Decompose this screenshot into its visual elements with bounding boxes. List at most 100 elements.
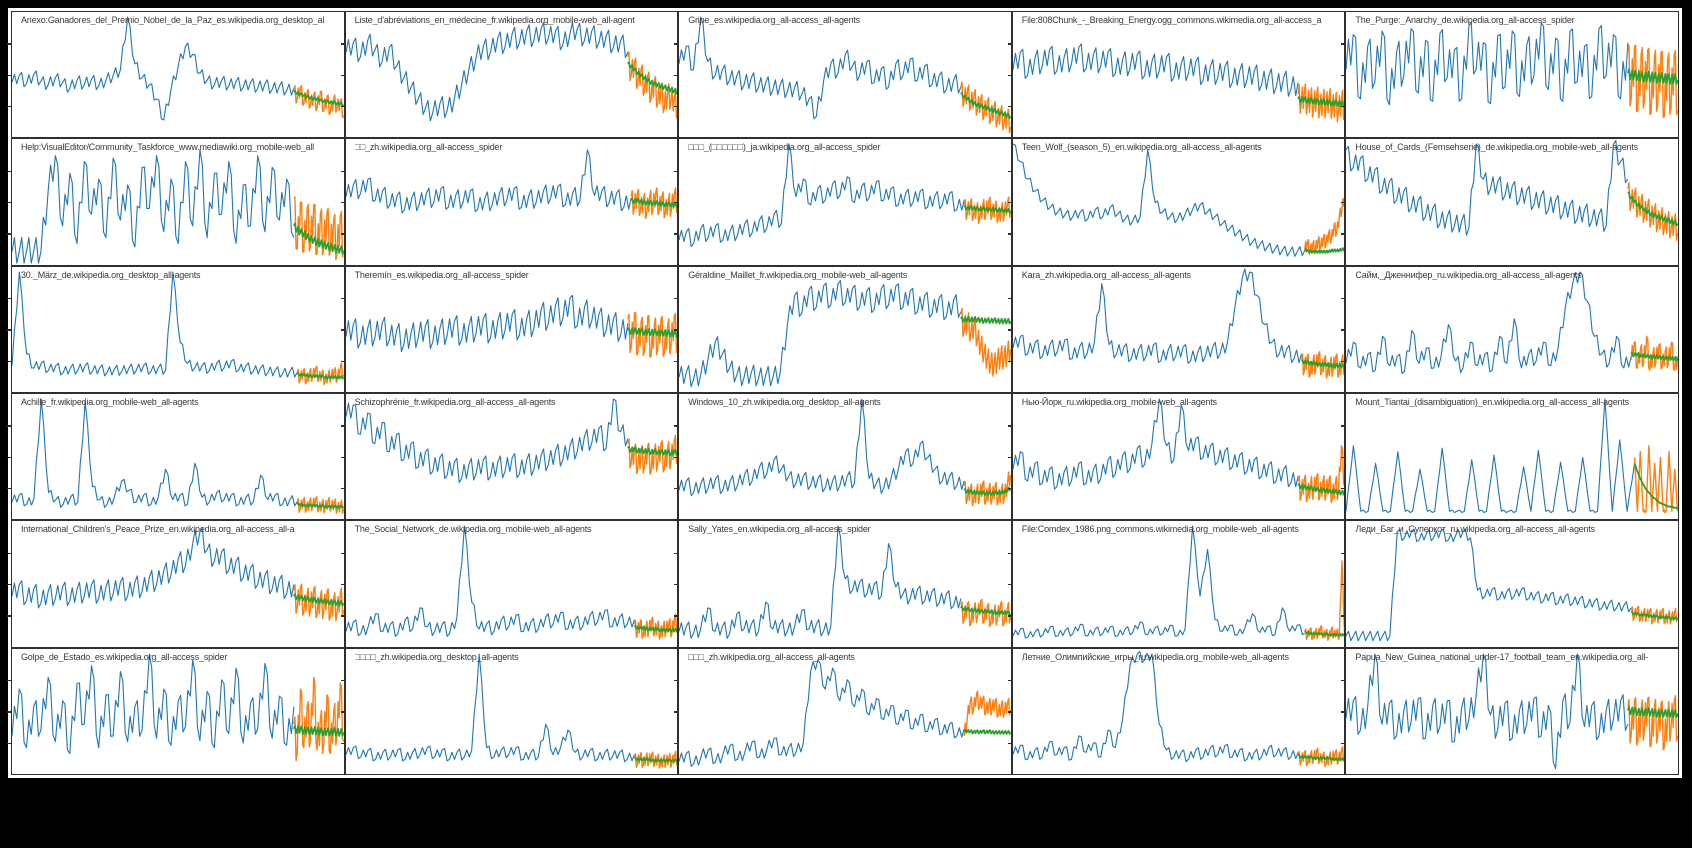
chart-title: Леди_Баг_и_Суперкот_ru.wikipedia.org_all… <box>1355 524 1595 535</box>
y-axis-tick <box>7 74 12 76</box>
y-axis-tick <box>1007 552 1013 554</box>
y-axis-tick <box>340 233 346 235</box>
chart-title: File:Comdex_1986.png_commons.wikimedia.o… <box>1021 524 1299 535</box>
y-axis-tick <box>1341 615 1347 617</box>
chart-title: Gripe_es.wikipedia.org_all-access_all-ag… <box>688 15 860 25</box>
chart-title: File:808Chunk_-_Breaking_Energy.ogg_comm… <box>1021 15 1322 25</box>
y-axis-tick <box>674 742 680 744</box>
y-axis-tick <box>340 74 346 76</box>
sparkline-chart <box>1013 649 1345 774</box>
y-axis-tick <box>674 43 680 45</box>
y-axis-tick <box>340 583 346 586</box>
chart-title: Windows_10_zh.wikipedia.org_desktop_all-… <box>688 397 881 407</box>
forecast-line <box>294 224 344 254</box>
forecast-line <box>964 488 1010 495</box>
sparkline-chart <box>679 649 1011 774</box>
chart-title: Papua_New_Guinea_national_under-17_footb… <box>1355 651 1649 662</box>
sparkline-chart <box>346 139 678 264</box>
forecast-line <box>297 503 343 508</box>
chart-panel: Kara_zh.wikipedia.org_all-access_all-age… <box>1007 265 1346 393</box>
y-axis-tick <box>1007 615 1013 617</box>
history-line <box>679 280 961 386</box>
forecast-line <box>631 199 677 207</box>
y-axis-tick <box>340 742 346 744</box>
y-axis-tick <box>1341 105 1347 108</box>
charts-grid: Anexo:Ganadores_del_Premio_Nobel_de_la_P… <box>7 11 1679 775</box>
history-line <box>346 295 628 351</box>
chart-panel: Golpe_de_Estado_es.wikipedia.org_all-acc… <box>7 647 345 775</box>
history-line <box>679 660 964 766</box>
history-line <box>1346 529 1631 641</box>
chart-panel: The_Social_Network_de.wikipedia.org_mobi… <box>340 520 679 648</box>
actual-line <box>1628 183 1678 241</box>
sparkline-chart <box>1013 12 1345 137</box>
y-axis-tick <box>674 233 680 235</box>
y-axis-tick <box>340 679 346 682</box>
history-line <box>1013 399 1298 489</box>
y-axis-tick <box>674 170 680 172</box>
chart-panel: File:808Chunk_-_Breaking_Energy.ogg_comm… <box>1007 11 1346 139</box>
y-axis-tick <box>1007 360 1013 362</box>
y-axis-tick <box>1341 233 1347 235</box>
sparkline-chart <box>1346 394 1678 519</box>
y-axis-tick <box>674 456 680 458</box>
sparkline-chart <box>12 267 344 392</box>
y-axis-tick <box>7 105 12 108</box>
y-axis-tick <box>1007 583 1013 586</box>
history-line <box>12 529 294 609</box>
chart-title: □□□_zh.wikipedia.org_all-access_all-agen… <box>688 651 855 662</box>
chart-title: The_Purge:_Anarchy_de.wikipedia.org_all-… <box>1355 15 1575 25</box>
chart-panel: Papua_New_Guinea_national_under-17_footb… <box>1341 647 1679 775</box>
history-line <box>679 526 961 638</box>
forecast-line <box>1301 359 1344 368</box>
y-axis-tick <box>340 297 346 300</box>
charts-figure: Anexo:Ganadores_del_Premio_Nobel_de_la_P… <box>7 8 1682 778</box>
chart-panel: 30._März_de.wikipedia.org_desktop_all-ag… <box>7 265 345 393</box>
sparkline-chart <box>12 12 344 137</box>
chart-title: Kara_zh.wikipedia.org_all-access_all-age… <box>1021 269 1191 280</box>
y-axis-tick <box>7 552 12 554</box>
history-line <box>346 526 634 636</box>
forecast-line <box>1305 248 1345 253</box>
chart-panel: Gripe_es.wikipedia.org_all-access_all-ag… <box>674 11 1012 139</box>
y-axis-tick <box>1341 74 1347 76</box>
chart-panel: House_of_Cards_(Fernsehserie)_de.wikiped… <box>1341 138 1679 266</box>
chart-title: Anexo:Ganadores_del_Premio_Nobel_de_la_P… <box>21 15 325 25</box>
chart-title: Help:VisualEditor/Community_Taskforce_ww… <box>21 142 314 153</box>
history-line <box>12 150 294 263</box>
chart-panel: □□_zh.wikipedia.org_all-access_spider <box>340 138 679 266</box>
y-axis-tick <box>340 711 346 713</box>
y-axis-tick <box>1341 360 1347 362</box>
history-line <box>346 150 631 213</box>
y-axis-tick <box>1341 297 1347 300</box>
sparkline-chart <box>346 12 678 137</box>
chart-panel: Летние_Олимпийские_игры_ru.wikipedia.org… <box>1007 647 1346 775</box>
sparkline-chart <box>12 139 344 264</box>
y-axis-tick <box>674 679 680 682</box>
y-axis-tick <box>7 170 12 172</box>
history-line <box>12 654 294 753</box>
y-axis-tick <box>1007 425 1013 427</box>
y-axis-tick <box>7 711 12 713</box>
y-axis-tick <box>674 105 680 108</box>
history-line <box>1013 269 1301 363</box>
y-axis-tick <box>1007 742 1013 744</box>
chart-title: Нью-Йорк_ru.wikipedia.org_mobile-web_all… <box>1021 397 1217 407</box>
chart-panel: Achille_fr.wikipedia.org_mobile-web_all-… <box>7 393 345 521</box>
forecast-line <box>627 328 677 337</box>
y-axis-tick <box>340 201 346 204</box>
sparkline-chart <box>1346 649 1678 774</box>
actual-line <box>1628 695 1678 749</box>
y-axis-tick <box>340 360 346 362</box>
chart-panel: Sally_Yates_en.wikipedia.org_all-access_… <box>674 520 1012 648</box>
chart-title: International_Children's_Peace_Prize_en.… <box>21 524 295 535</box>
sparkline-chart <box>1346 521 1678 646</box>
forecast-line <box>627 62 677 94</box>
actual-line <box>964 472 1010 506</box>
y-axis-tick <box>674 552 680 554</box>
forecast-line <box>294 725 344 735</box>
chart-title: Сайм,_Дженнифер_ru.wikipedia.org_all-acc… <box>1355 269 1582 280</box>
y-axis-tick <box>674 487 680 490</box>
chart-panel: Liste_d'abréviations_en_médecine_fr.wiki… <box>340 11 679 139</box>
chart-title: Golpe_de_Estado_es.wikipedia.org_all-acc… <box>21 651 228 662</box>
